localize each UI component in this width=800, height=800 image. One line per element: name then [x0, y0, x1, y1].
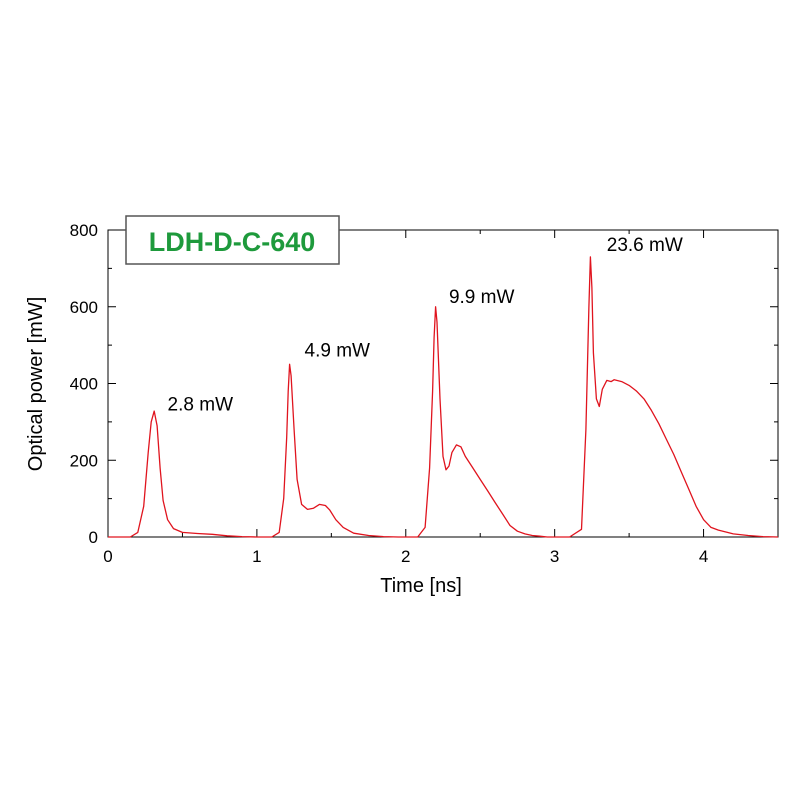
axis-ticks: [107, 229, 778, 538]
y-axis-title: Optical power [mW]: [25, 297, 47, 471]
pulse-trace-line: [108, 256, 779, 538]
peak-annotation: 23.6 mW: [607, 235, 683, 256]
x-tick-label: 3: [550, 547, 559, 566]
inset-label-box: LDH-D-C-640: [125, 215, 340, 265]
x-axis-title: Time [ns]: [380, 575, 462, 597]
x-tick-label: 4: [699, 547, 708, 566]
x-tick-label: 2: [401, 547, 410, 566]
peak-annotation: 9.9 mW: [449, 287, 515, 308]
peak-annotations: 2.8 mW 4.9 mW 9.9 mW 23.6 mW: [168, 235, 683, 415]
y-tick-label: 200: [70, 451, 98, 470]
peak-annotation: 2.8 mW: [168, 394, 234, 415]
y-tick-label: 600: [70, 298, 98, 317]
y-tick-label: 0: [89, 528, 98, 547]
inset-label-text: LDH-D-C-640: [149, 227, 316, 257]
y-tick-label: 400: [70, 375, 98, 394]
y-tick-label: 800: [70, 221, 98, 240]
tick-labels: 0 1 2 3 4 0 200 400 600 800: [70, 221, 709, 566]
x-tick-label: 0: [103, 547, 112, 566]
peak-annotation: 4.9 mW: [305, 341, 371, 362]
x-tick-label: 1: [252, 547, 261, 566]
plot-frame: [107, 229, 779, 538]
